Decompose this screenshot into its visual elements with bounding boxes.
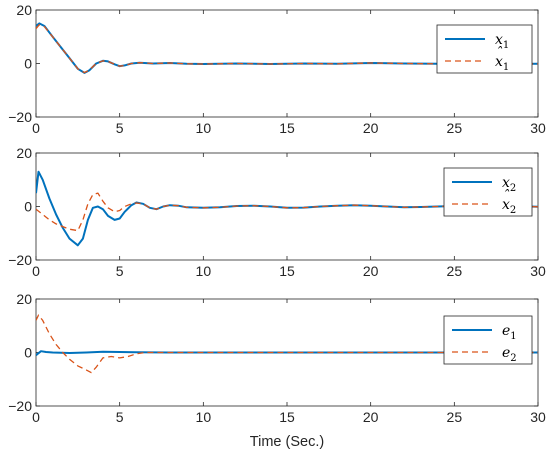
x-tick-label: 25 — [447, 120, 463, 136]
legend-label: x1 — [495, 32, 509, 51]
legend: x2 x2ˆ — [443, 167, 533, 217]
x-tick-label: 30 — [530, 409, 546, 425]
y-tick-label: 20 — [16, 291, 32, 307]
legend-label: e2 — [502, 345, 517, 364]
x-tick-label: 0 — [32, 409, 40, 425]
x-tick-label: 15 — [279, 409, 295, 425]
y-tick-label: 20 — [16, 2, 32, 18]
x-tick-label: 5 — [116, 120, 124, 136]
hat-mark: ˆ — [503, 188, 510, 204]
x-axis-label: Time (Sec.) — [250, 434, 324, 450]
x-tick-label: 0 — [32, 120, 40, 136]
y-tick-label: 0 — [24, 56, 32, 72]
x-tick-label: 5 — [116, 263, 124, 279]
legend-label: x2 — [502, 197, 516, 216]
x-tick-label: 30 — [530, 263, 546, 279]
x-tick-label: 10 — [196, 409, 212, 425]
y-tick-label: 0 — [24, 199, 32, 215]
y-tick-label: −20 — [8, 398, 32, 414]
x-tick-label: 30 — [530, 120, 546, 136]
y-tick-label: −20 — [8, 109, 32, 125]
y-tick-label: 20 — [16, 145, 32, 161]
y-tick-label: −20 — [8, 252, 32, 268]
legend-label: x2 — [502, 175, 516, 194]
x-tick-label: 10 — [196, 120, 212, 136]
series-line-x1-hat — [36, 24, 538, 74]
x-tick-label: 10 — [196, 263, 212, 279]
x-tick-label: 25 — [447, 263, 463, 279]
x-tick-label: 0 — [32, 263, 40, 279]
x-tick-label: 25 — [447, 409, 463, 425]
x-tick-label: 15 — [279, 120, 295, 136]
legend-box — [443, 167, 533, 217]
legend-box — [443, 315, 533, 365]
x-tick-label: 20 — [363, 409, 379, 425]
legend-box — [436, 24, 533, 74]
y-tick-label: 0 — [24, 345, 32, 361]
legend: x1 x1ˆ — [436, 24, 533, 74]
hat-mark: ˆ — [496, 45, 503, 61]
series-line-x2-hat — [36, 192, 538, 232]
x-tick-label: 15 — [279, 263, 295, 279]
series-line-x2 — [36, 170, 538, 247]
legend-label: x1 — [495, 54, 509, 73]
legend-label: e1 — [502, 323, 517, 342]
x-tick-label: 5 — [116, 409, 124, 425]
x-tick-label: 20 — [363, 120, 379, 136]
x-tick-label: 20 — [363, 263, 379, 279]
